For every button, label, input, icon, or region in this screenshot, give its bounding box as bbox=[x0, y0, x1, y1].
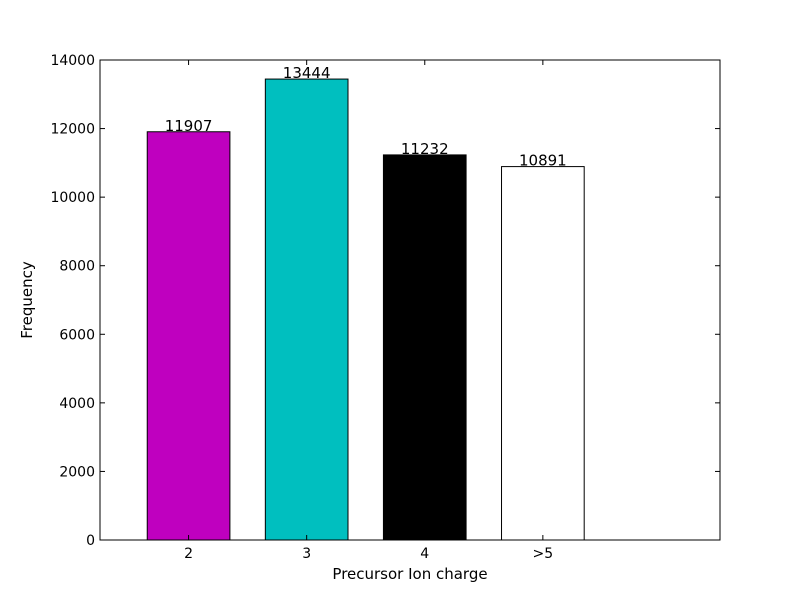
y-tick-label-7: 12000 bbox=[50, 122, 95, 138]
bars-layer bbox=[146, 78, 585, 541]
y-tick-label-3: 4000 bbox=[59, 396, 95, 412]
y-tick-label-8: 14000 bbox=[50, 53, 95, 69]
y-tick-label-4: 6000 bbox=[59, 327, 95, 343]
data-label-1: 11907 bbox=[165, 117, 213, 135]
bar-3 bbox=[382, 154, 467, 541]
ticks-layer bbox=[100, 59, 720, 541]
plot-frame bbox=[99, 59, 721, 541]
x-tick-label-3: 4 bbox=[420, 546, 429, 562]
x-tick-label-1: 2 bbox=[184, 546, 193, 562]
labels-layer: 11907 2 13444 3 11232 4 10891 >5 0 2000 4000 6000 80… bbox=[50, 53, 566, 562]
bar-1 bbox=[146, 131, 231, 541]
bar-4 bbox=[501, 166, 585, 541]
bar-2 bbox=[264, 78, 349, 541]
y-axis-label: Frequency bbox=[18, 261, 36, 339]
x-tick-label-2: 3 bbox=[302, 546, 311, 562]
y-tick-label-2: 2000 bbox=[59, 464, 95, 480]
data-label-4: 10891 bbox=[519, 152, 567, 170]
y-tick-label-1: 0 bbox=[86, 533, 95, 549]
y-tick-label-5: 8000 bbox=[59, 259, 95, 275]
data-label-3: 11232 bbox=[401, 140, 449, 158]
y-tick-label-6: 10000 bbox=[50, 190, 95, 206]
x-tick-label-4: >5 bbox=[533, 546, 554, 562]
data-label-2: 13444 bbox=[283, 64, 331, 82]
x-axis-label: Precursor Ion charge bbox=[332, 565, 487, 583]
